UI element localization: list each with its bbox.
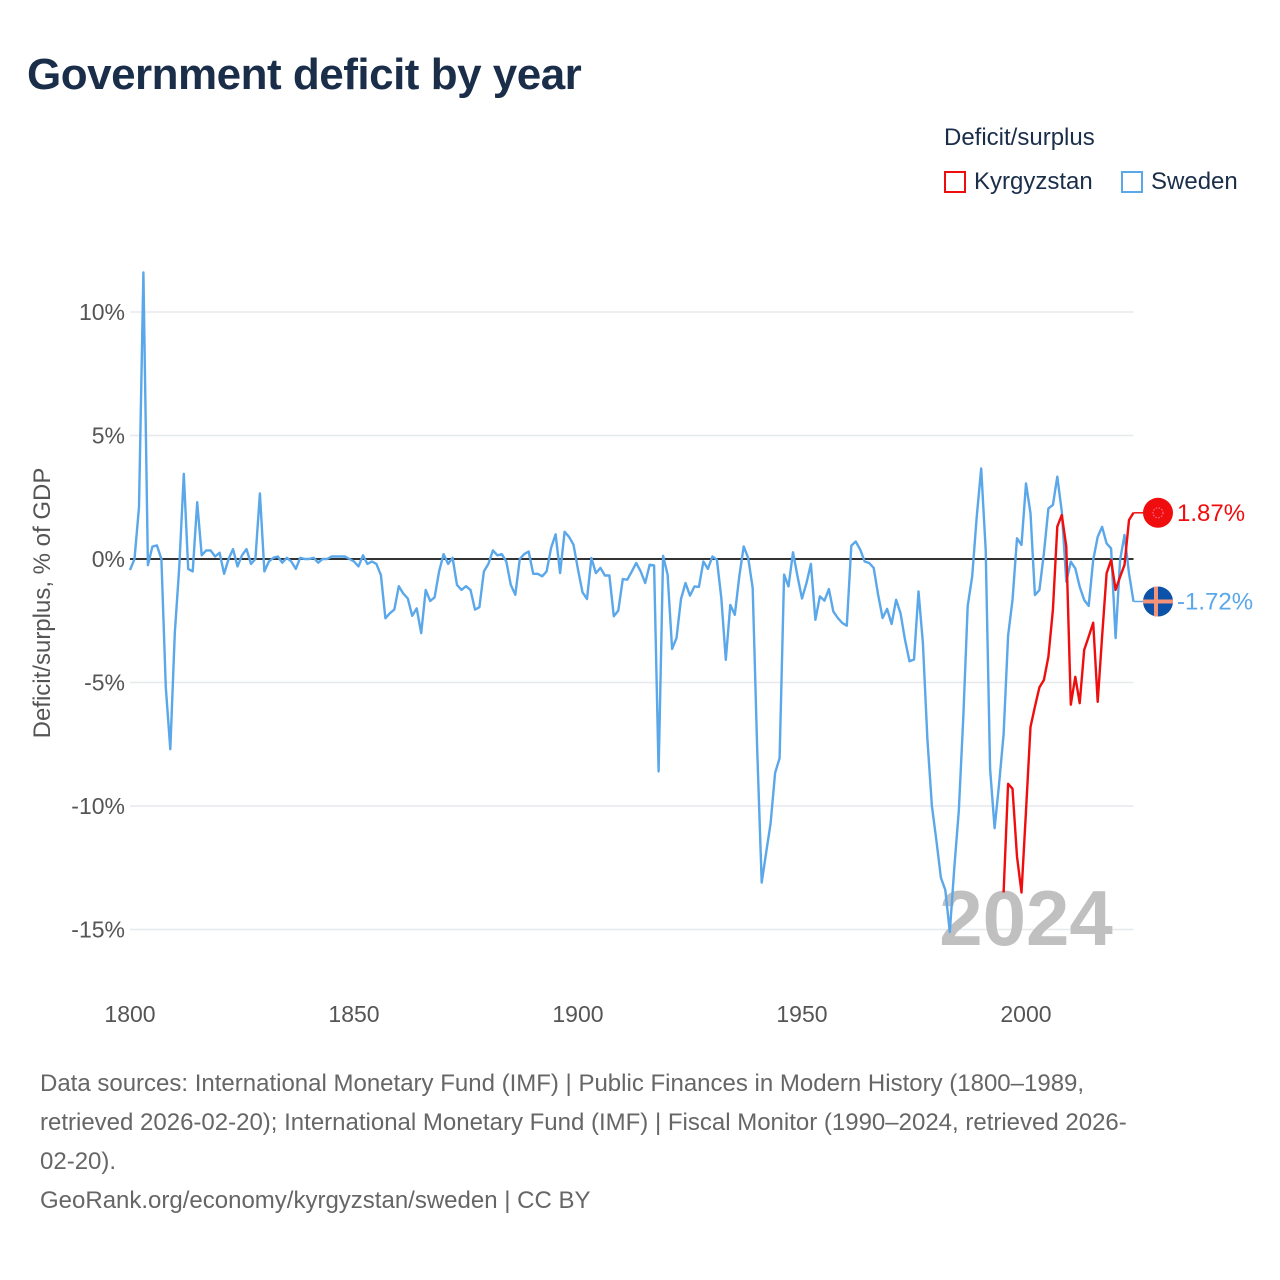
x-tick-label: 1800 [104, 1001, 155, 1027]
y-tick-label: -15% [71, 917, 125, 943]
current-year-watermark: 2024 [939, 874, 1113, 962]
legend-title: Deficit/surplus [944, 124, 1095, 151]
x-tick-label: 1900 [552, 1001, 603, 1027]
y-tick-label: -5% [84, 670, 125, 696]
x-tick-label: 2000 [1000, 1001, 1051, 1027]
series-line-kyrgyzstan [1002, 512, 1135, 894]
footer-attribution-link[interactable]: GeoRank.org/economy/kyrgyzstan/sweden | … [40, 1187, 591, 1214]
y-axis-label: Deficit/surplus, % of GDP [29, 468, 56, 739]
footer-source-line: retrieved 2026-02-20); International Mon… [40, 1109, 1127, 1136]
legend-label: Kyrgyzstan [974, 168, 1093, 195]
chart-title: Government deficit by year [27, 50, 582, 99]
flag-sun-icon [1152, 507, 1164, 519]
series-line-sweden [128, 271, 1135, 934]
legend-swatch-sweden [1121, 171, 1143, 193]
legend-label: Sweden [1151, 168, 1238, 195]
kyrgyzstan-flag-icon [1143, 497, 1173, 528]
y-tick-label: 10% [79, 299, 125, 325]
legend-item-sweden[interactable]: Sweden [1121, 168, 1238, 196]
footer-source-line: 02-20). [40, 1148, 117, 1175]
y-tick-label: -10% [71, 793, 125, 819]
x-tick-label: 1850 [328, 1001, 379, 1027]
y-tick-label: 5% [92, 423, 125, 449]
y-tick-label: 0% [92, 546, 125, 572]
end-value-label-kyrgyzstan: 1.87% [1177, 500, 1245, 527]
end-value-label-sweden: -1.72% [1177, 588, 1253, 615]
x-tick-label: 1950 [776, 1001, 827, 1027]
legend-swatch-kyrgyzstan [944, 171, 966, 193]
footer-source-line: Data sources: International Monetary Fun… [40, 1070, 1085, 1097]
flag-cross-vertical [1154, 586, 1158, 617]
legend-item-kyrgyzstan[interactable]: Kyrgyzstan [944, 168, 1093, 196]
